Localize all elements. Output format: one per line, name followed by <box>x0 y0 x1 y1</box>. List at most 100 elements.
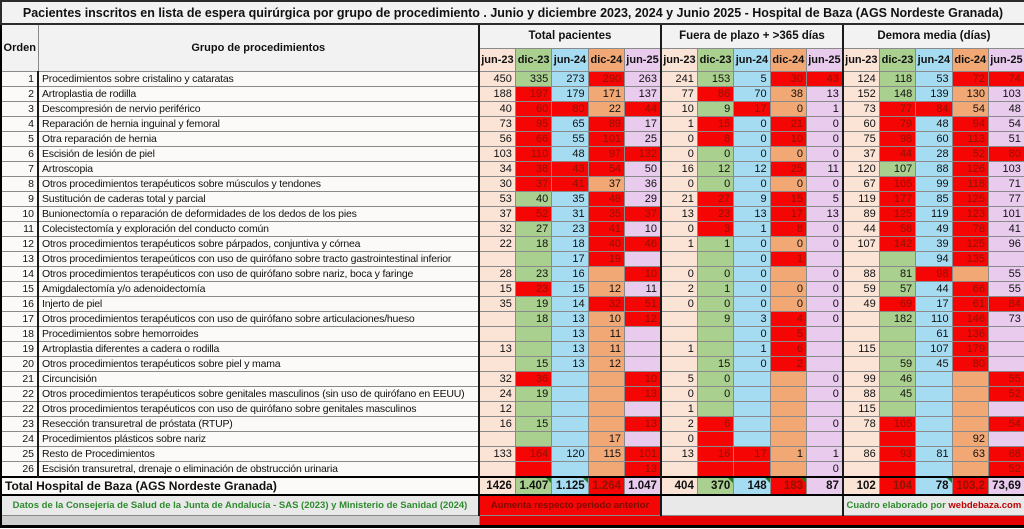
cell-dm-dic-23: 125 <box>878 205 917 222</box>
month-header-tp-dic-24: dic-24 <box>587 47 626 72</box>
cell-tp-jun-24: 13 <box>551 310 589 327</box>
group-header-fuera-de-plazo: Fuera de plazo + >365 días <box>659 23 844 49</box>
total-cell-fp-jun-24: 148 <box>733 475 771 496</box>
grupo-cell: Otra reparación de hernia <box>37 130 480 147</box>
cell-dm-dic-24 <box>951 370 989 387</box>
cell-dm-dic-23: 177 <box>878 190 917 207</box>
cell-tp-jun-24 <box>551 400 589 417</box>
cell-dm-jun-23: 99 <box>841 370 880 387</box>
cell-fp-dic-24: 17 <box>769 205 808 222</box>
cell-fp-dic-23: 0 <box>696 385 735 402</box>
cell-fp-jun-23: 0 <box>659 145 698 162</box>
cell-tp-dic-24 <box>587 265 626 282</box>
cell-fp-jun-23: 21 <box>659 190 698 207</box>
cell-tp-dic-24 <box>587 415 626 432</box>
total-cell-tp-jun-24: 1.125 <box>551 475 589 496</box>
orden-cell: 22 <box>0 400 39 417</box>
cell-fp-jun-23 <box>659 325 698 342</box>
cell-tp-jun-24: 43 <box>551 160 589 177</box>
cell-dm-dic-24: 126 <box>951 160 989 177</box>
cell-dm-jun-25: 41 <box>987 220 1024 237</box>
cell-dm-dic-23: 81 <box>878 265 917 282</box>
cell-dm-dic-23: 105 <box>878 415 917 432</box>
grupo-cell: Artroplastia diferentes a cadera o rodil… <box>37 340 480 357</box>
cell-dm-jun-24: 44 <box>915 280 953 297</box>
cell-fp-jun-23: 0 <box>659 265 698 282</box>
grupo-cell: Otros procedimientos terapeúticos con us… <box>37 250 480 267</box>
cell-tp-jun-23: 12 <box>477 400 516 417</box>
cell-tp-jun-25: 11 <box>624 280 662 297</box>
cell-tp-jun-25: 29 <box>624 190 662 207</box>
cell-tp-jun-25: 12 <box>624 310 662 327</box>
cell-fp-jun-25 <box>806 340 844 357</box>
cell-tp-jun-24: 48 <box>551 145 589 162</box>
cell-fp-dic-24: 1 <box>769 445 808 462</box>
table-row: 9 Sustitución de caderas total y parcial 5… <box>0 190 1024 207</box>
cell-fp-jun-24: 9 <box>733 190 771 207</box>
cell-tp-jun-24: 17 <box>551 250 589 267</box>
month-header-fp-jun-23: jun-23 <box>659 47 698 72</box>
cell-dm-jun-24: 98 <box>915 265 953 282</box>
cell-fp-jun-25: 13 <box>806 205 844 222</box>
cell-dm-jun-25: 55 <box>987 265 1024 282</box>
month-header-fp-jun-25: jun-25 <box>806 47 844 72</box>
cell-tp-dic-24: 290 <box>587 70 626 87</box>
month-header-fp-dic-23: dic-23 <box>696 47 735 72</box>
month-header-row: jun-23 dic-23 jun-24 dic-24 jun-25 jun-23 dic-… <box>1 47 1024 72</box>
cell-dm-jun-23 <box>841 310 880 327</box>
cell-dm-jun-23 <box>841 325 880 342</box>
table-row: 24 Procedimientos plásticos sobre nariz 17… <box>0 430 1024 447</box>
cell-dm-jun-25: 52 <box>987 460 1024 477</box>
cell-fp-jun-24: 0 <box>733 235 771 252</box>
cell-dm-jun-23: 115 <box>841 400 880 417</box>
cell-tp-jun-23: 37 <box>477 205 516 222</box>
grupo-cell: Procedimientos sobre hemorroides <box>37 325 480 342</box>
grupo-cell: Injerto de piel <box>37 295 480 312</box>
cell-fp-dic-24 <box>769 460 808 477</box>
cell-dm-jun-25: 80 <box>987 145 1024 162</box>
cell-tp-jun-25: 137 <box>624 85 662 102</box>
cell-tp-dic-23: 36 <box>514 370 553 387</box>
cell-fp-jun-24: 0 <box>733 130 771 147</box>
cell-fp-jun-23 <box>659 355 698 372</box>
cell-dm-dic-23 <box>878 460 917 477</box>
cell-dm-jun-23 <box>841 355 880 372</box>
cell-tp-dic-24: 12 <box>587 355 626 372</box>
cell-dm-jun-23: 37 <box>841 145 880 162</box>
table-row: 25 Resto de Procedimientos 133 164 120 115 101… <box>0 445 1024 462</box>
orden-cell: 2 <box>0 85 39 102</box>
table-row: 21 Circuncisión 32 36 10 5 0 0 99 46 55 <box>0 370 1024 387</box>
cell-dm-jun-24: 28 <box>915 145 953 162</box>
orden-cell: 19 <box>0 340 39 357</box>
cell-fp-dic-23: 3 <box>696 220 735 237</box>
grupo-cell: Resto de Procedimientos <box>37 445 480 462</box>
orden-cell: 18 <box>0 325 39 342</box>
cell-dm-jun-24 <box>915 415 953 432</box>
cell-dm-jun-24: 39 <box>915 235 953 252</box>
cell-tp-dic-24 <box>587 460 626 477</box>
cell-tp-dic-23: 18 <box>514 235 553 252</box>
orden-cell: 5 <box>0 130 39 147</box>
cell-tp-dic-24: 101 <box>587 130 626 147</box>
grupo-cell: Procedimientos plásticos sobre nariz <box>37 430 480 447</box>
cell-dm-jun-24: 48 <box>915 115 953 132</box>
cell-dm-dic-23: 44 <box>878 145 917 162</box>
cell-dm-jun-25 <box>987 325 1024 342</box>
cell-fp-jun-23: 0 <box>659 295 698 312</box>
cell-tp-jun-23: 24 <box>477 385 516 402</box>
cell-dm-jun-23: 67 <box>841 175 880 192</box>
cell-dm-jun-23: 60 <box>841 115 880 132</box>
cell-tp-jun-24: 14 <box>551 295 589 312</box>
cell-tp-jun-25: 37 <box>624 205 662 222</box>
table-row: 22 Otros procedimientos terapéuticos con … <box>0 400 1024 417</box>
cell-fp-jun-25: 43 <box>806 70 844 87</box>
grupo-cell: Otros procedimientos terapéuticos con us… <box>37 265 480 282</box>
cell-dm-jun-24: 110 <box>915 310 953 327</box>
month-header-dm-jun-23: jun-23 <box>841 47 880 72</box>
table-row: 20 Otros procedimientos terapéuticos sobr… <box>0 355 1024 372</box>
cell-fp-jun-24: 0 <box>733 325 771 342</box>
grupo-cell: Escisión de lesión de piel <box>37 145 480 162</box>
cell-fp-jun-23: 0 <box>659 130 698 147</box>
cell-fp-dic-24: 0 <box>769 235 808 252</box>
credit-website-link[interactable]: webdebaza.com <box>948 499 1022 511</box>
